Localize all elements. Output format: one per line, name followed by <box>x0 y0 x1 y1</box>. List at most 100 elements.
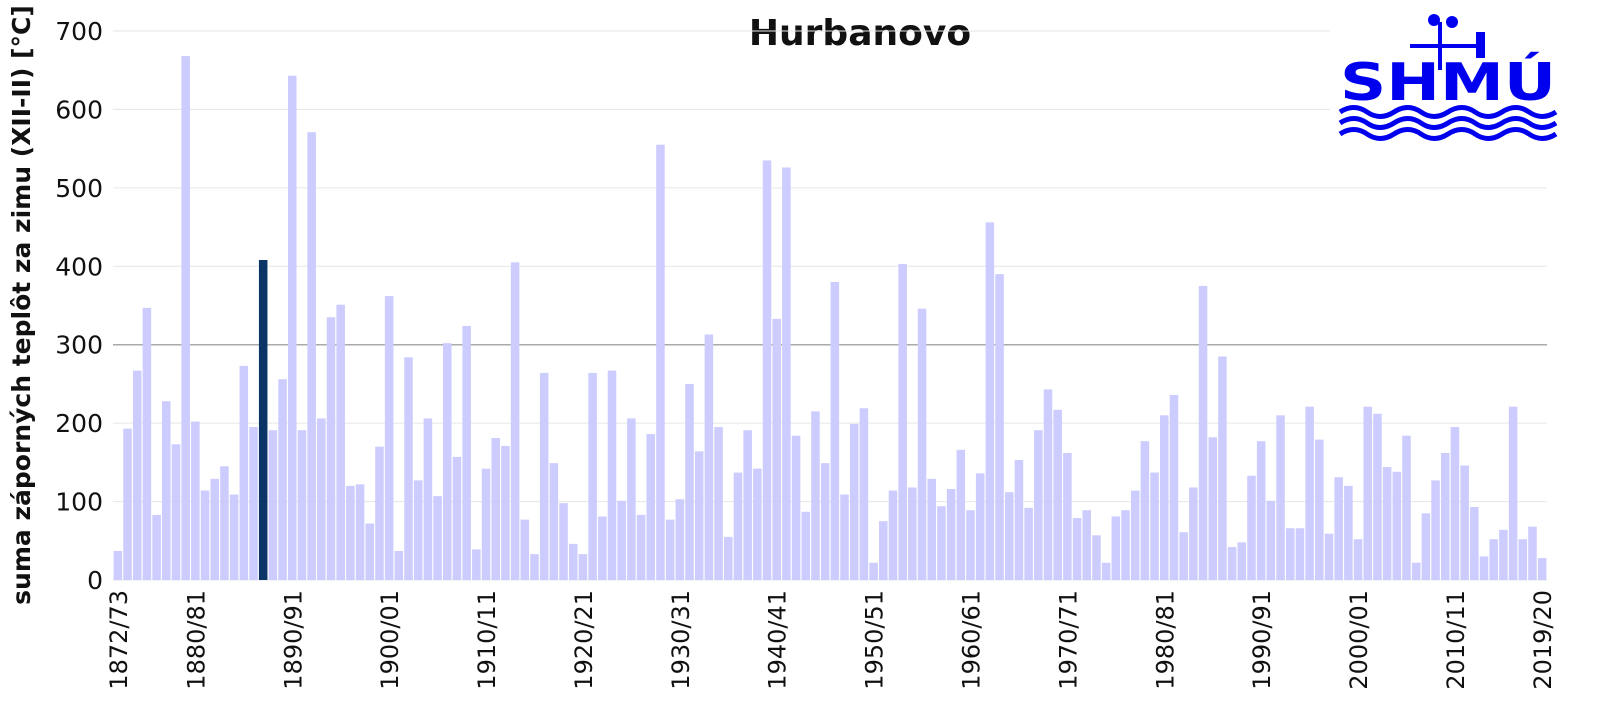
x-tick-label: 1920/21 <box>570 590 598 690</box>
bar <box>375 446 384 580</box>
bar <box>355 484 365 580</box>
bar <box>636 514 646 580</box>
bar <box>1295 528 1305 580</box>
bar <box>472 549 481 580</box>
y-tick-label: 0 <box>87 566 103 595</box>
bar <box>1004 492 1014 580</box>
vane-cup <box>1446 16 1458 28</box>
bar <box>539 372 549 580</box>
bar <box>1256 441 1266 580</box>
bar <box>743 430 752 580</box>
x-tick-label: 1950/51 <box>861 590 889 690</box>
bar <box>1121 510 1130 580</box>
bar <box>1450 427 1460 580</box>
bar <box>1537 558 1547 580</box>
bar <box>946 489 956 580</box>
bar <box>1382 467 1392 580</box>
bar <box>1140 441 1150 580</box>
bar <box>394 550 404 580</box>
bar <box>200 490 210 580</box>
bar <box>530 554 539 580</box>
bar <box>791 435 801 580</box>
bar <box>1421 513 1431 580</box>
bar <box>171 444 181 580</box>
bar <box>1082 510 1092 580</box>
bar <box>1179 532 1188 580</box>
bar <box>869 562 878 580</box>
bar <box>879 521 888 580</box>
bar <box>1315 439 1324 580</box>
bar <box>1043 389 1053 580</box>
bar <box>1305 406 1314 580</box>
bar <box>278 379 287 580</box>
x-tick-label: 2019/20 <box>1529 590 1557 690</box>
x-tick-label: 1900/01 <box>376 590 404 690</box>
bar <box>413 480 423 580</box>
bar <box>675 499 685 580</box>
bar <box>520 519 530 580</box>
bar <box>1189 487 1198 580</box>
chart-title: Hurbanovo <box>749 13 971 54</box>
x-tick-label: 1930/31 <box>667 590 695 690</box>
bar <box>220 466 229 580</box>
x-tick-label: 1910/11 <box>473 590 501 690</box>
bar <box>162 401 171 580</box>
bar <box>1160 415 1169 580</box>
bar <box>297 430 307 580</box>
x-tick-label: 1940/41 <box>764 590 792 690</box>
bar <box>1101 562 1111 580</box>
bar <box>724 536 733 580</box>
x-tick-label: 1970/71 <box>1054 590 1082 690</box>
bar <box>336 304 345 580</box>
bar <box>801 511 811 580</box>
bar <box>937 506 946 580</box>
bar <box>811 411 820 580</box>
bar <box>1489 539 1498 580</box>
bar <box>132 370 142 580</box>
bar <box>1353 539 1363 580</box>
vane-tail <box>1476 32 1485 58</box>
bar <box>1324 533 1334 580</box>
y-tick-label: 200 <box>55 409 103 438</box>
bar <box>1169 394 1179 580</box>
bar <box>433 496 442 580</box>
bar <box>191 421 200 580</box>
bar <box>956 449 966 580</box>
bar <box>210 478 219 580</box>
bar <box>1111 516 1121 580</box>
bar <box>985 222 995 580</box>
bar <box>1150 472 1159 580</box>
vane-cup <box>1428 14 1440 26</box>
bar <box>1479 556 1489 580</box>
x-tick-label: 1872/73 <box>105 590 133 690</box>
bar <box>627 418 636 580</box>
bar <box>1470 507 1479 580</box>
bar <box>239 365 249 580</box>
bar <box>1392 471 1402 580</box>
y-tick-label: 700 <box>55 17 103 46</box>
bar <box>704 334 714 580</box>
bar <box>501 445 510 580</box>
bar <box>1072 518 1082 580</box>
bar <box>317 418 326 580</box>
bar <box>1460 465 1469 580</box>
bar <box>268 430 278 580</box>
bar <box>685 383 694 580</box>
bar <box>966 510 975 580</box>
logo: SHMÚ <box>1330 8 1565 143</box>
x-tick-label: 2010/11 <box>1442 590 1470 690</box>
bar <box>1218 356 1227 580</box>
bar <box>142 307 152 580</box>
bar <box>714 427 723 580</box>
bar <box>1092 535 1101 580</box>
x-tick-label: 1880/81 <box>182 590 210 690</box>
bar <box>908 487 917 580</box>
bar <box>181 56 190 580</box>
bar <box>927 478 936 580</box>
bar <box>384 296 394 580</box>
bar <box>1528 526 1537 580</box>
bar <box>1034 430 1043 580</box>
bar <box>1024 507 1033 580</box>
bar <box>840 494 849 580</box>
x-tick-label: 1990/91 <box>1248 590 1276 690</box>
